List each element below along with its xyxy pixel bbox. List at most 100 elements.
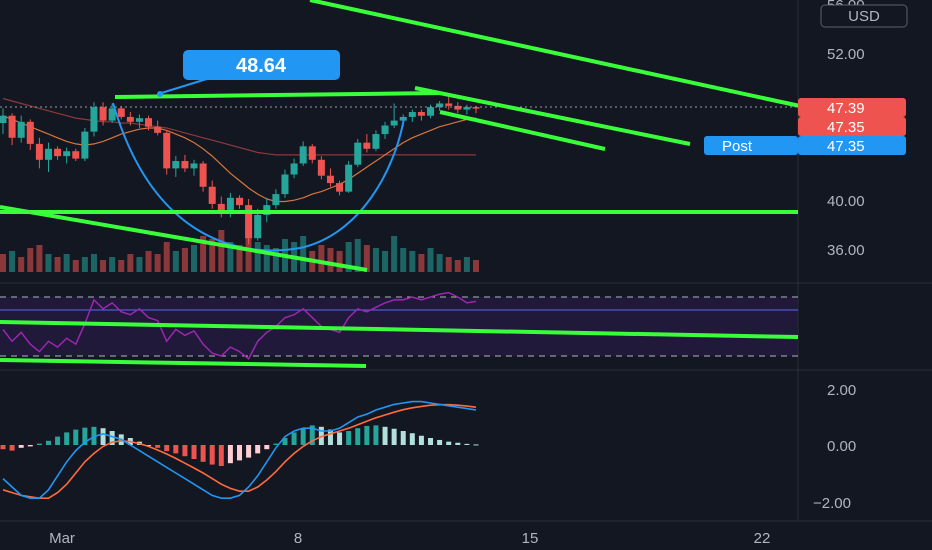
currency-badge[interactable]: USD <box>820 4 908 28</box>
volume-bar <box>72 260 79 272</box>
volume-bar <box>54 257 61 272</box>
candle-body <box>117 108 125 117</box>
volume-bar <box>336 251 343 272</box>
volume-bar <box>345 242 352 272</box>
macd-histogram-bar <box>164 445 170 452</box>
candle-body <box>163 132 171 169</box>
candle-body <box>436 103 444 108</box>
trendline-upper-resistance <box>309 0 801 108</box>
macd-histogram-bar <box>173 445 179 454</box>
macd-histogram-bar <box>27 445 33 447</box>
macd-histogram-bar <box>418 435 424 445</box>
macd-histogram-bar <box>73 429 79 445</box>
price-tag-close: 47.35 <box>798 117 906 136</box>
volume-bar <box>200 236 207 272</box>
candle-body <box>390 120 398 126</box>
macd-histogram-bar <box>355 428 361 445</box>
macd-histogram-bar <box>446 441 452 445</box>
macd-histogram-bar <box>382 426 388 445</box>
volume-bar <box>436 254 443 272</box>
candle-body <box>445 103 453 106</box>
candle-body <box>190 163 198 169</box>
trendline-channel-top <box>414 86 691 146</box>
macd-histogram-bar <box>200 445 206 462</box>
time-tick-label: Mar <box>49 530 75 547</box>
candle-body <box>181 161 189 169</box>
callout-box[interactable] <box>183 50 340 80</box>
volume-bar <box>400 248 407 272</box>
price-tick-label: 36.00 <box>827 242 865 259</box>
macd-histogram-bar <box>273 443 279 445</box>
candle-body <box>54 148 62 157</box>
volume-bar <box>45 254 52 272</box>
cup-drawing <box>112 102 405 252</box>
volume-bar <box>81 257 88 272</box>
macd-histogram-bar <box>473 444 479 446</box>
candle-body <box>408 112 416 117</box>
macd-histogram-bar <box>246 445 252 458</box>
callout-anchor <box>157 91 163 97</box>
trendline-channel-bottom <box>439 110 606 151</box>
candle-body <box>254 214 262 239</box>
volume-bar <box>0 254 6 272</box>
macd-histogram-bar <box>327 429 333 445</box>
candle-body <box>8 115 16 138</box>
candle-body <box>199 163 207 187</box>
candle-body <box>26 121 34 144</box>
candle-body <box>217 203 225 213</box>
volume-bar <box>109 257 116 272</box>
time-tick-label: 22 <box>754 530 771 547</box>
macd-histogram-bar <box>109 431 115 445</box>
price-tag-value: 47.39 <box>827 100 865 117</box>
macd-histogram-bar <box>309 425 315 445</box>
candle-body <box>108 108 116 121</box>
candle-body <box>154 126 162 133</box>
candle-body <box>281 174 289 195</box>
price-callout[interactable]: 48.64 <box>157 50 340 97</box>
price-tick-label: 52.00 <box>827 46 865 63</box>
rsi-band <box>0 297 798 356</box>
candle-body <box>427 107 435 116</box>
macd-histogram-bar <box>373 425 379 445</box>
volume-bar <box>272 248 279 272</box>
volume-bar <box>100 260 107 272</box>
candle-body <box>135 118 143 122</box>
volume-bar <box>473 260 479 272</box>
macd-histogram-bar <box>282 438 288 445</box>
macd-histogram-bar <box>18 445 24 448</box>
volume-bar <box>236 245 243 272</box>
trendline-rsi-lower <box>0 358 367 368</box>
macd-signal-line <box>2 403 477 500</box>
currency-badge-box[interactable] <box>820 4 908 28</box>
macd-histogram-bar <box>237 445 242 461</box>
volume-bar <box>318 245 325 272</box>
volume-bar <box>90 254 97 272</box>
candle-body <box>172 161 180 169</box>
macd-group <box>0 400 479 500</box>
candle-body <box>63 151 71 157</box>
candle-body <box>208 186 216 204</box>
candle-body <box>317 159 325 176</box>
macd-histogram-bar <box>55 436 61 445</box>
candle-body <box>345 164 353 192</box>
volume-bar <box>445 257 452 272</box>
volume-bar <box>63 254 70 272</box>
candle-body <box>381 125 389 135</box>
price-tag-last: 47.39 <box>798 98 906 117</box>
volume-bar <box>127 254 134 272</box>
volume-bar <box>382 251 389 272</box>
macd-histogram-bar <box>455 442 461 445</box>
macd-histogram-bar <box>264 445 270 450</box>
candle-body <box>0 115 7 124</box>
candle-body <box>126 116 134 122</box>
macd-tick-label: −2.00 <box>813 495 851 512</box>
volume-bar <box>372 248 379 272</box>
rsi-line <box>2 291 477 361</box>
candle-body <box>290 163 298 175</box>
volume-bar <box>181 248 188 272</box>
candle-body <box>90 107 98 132</box>
price-tag-box <box>798 98 906 117</box>
macd-histogram-bar <box>464 443 470 445</box>
candle-body <box>463 107 471 110</box>
volume-bar <box>263 245 270 272</box>
